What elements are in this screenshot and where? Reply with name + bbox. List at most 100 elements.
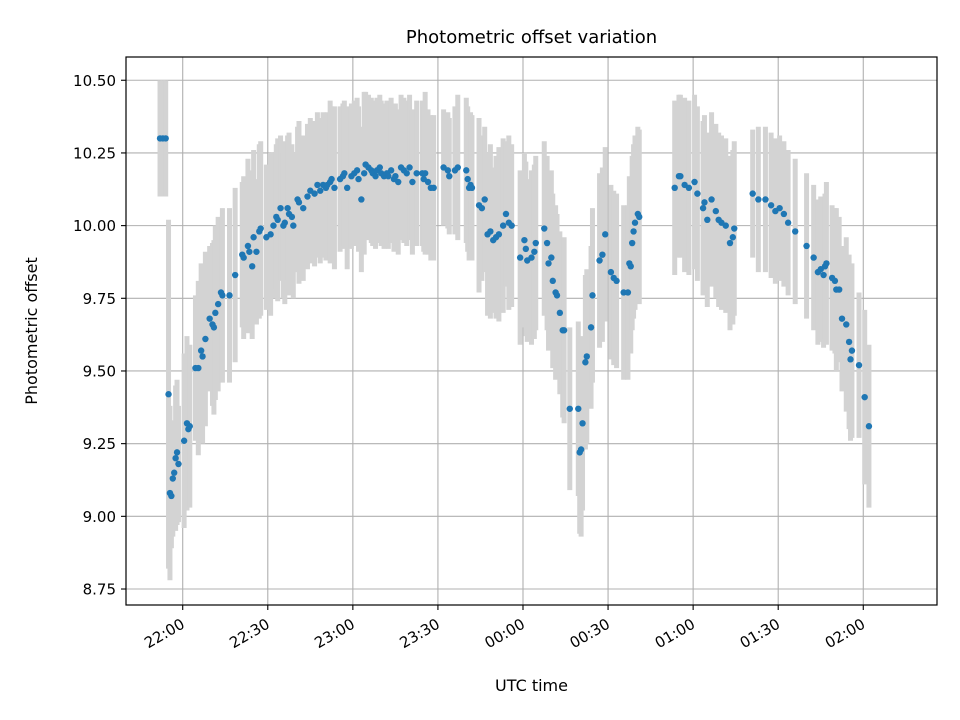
data-point	[413, 170, 420, 177]
data-point	[708, 196, 715, 203]
data-point	[583, 353, 590, 360]
y-tick-label: 8.75	[83, 581, 116, 599]
data-point	[284, 204, 291, 212]
y-axis-label: Photometric offset	[22, 257, 41, 405]
data-point	[403, 170, 410, 177]
data-point	[487, 228, 494, 235]
data-point	[810, 254, 817, 261]
data-point	[387, 167, 395, 174]
data-point	[343, 184, 351, 192]
data-point	[195, 364, 202, 372]
data-point	[516, 254, 524, 261]
data-point	[250, 234, 257, 241]
data-point	[831, 277, 839, 285]
data-point	[545, 260, 552, 267]
data-point	[691, 178, 698, 186]
data-point	[596, 257, 603, 264]
data-point	[464, 175, 471, 183]
data-point	[671, 184, 678, 192]
data-point	[172, 454, 179, 462]
data-point	[454, 164, 461, 171]
data-point	[575, 405, 582, 412]
data-point	[731, 225, 738, 232]
data-point	[820, 271, 827, 279]
data-point	[823, 260, 830, 267]
data-point	[162, 135, 169, 142]
data-point	[295, 199, 303, 206]
data-point	[729, 234, 737, 241]
data-point	[202, 335, 209, 343]
data-point	[613, 277, 620, 285]
data-point	[843, 321, 850, 328]
data-point	[521, 236, 528, 244]
data-point	[587, 324, 595, 331]
data-point	[171, 469, 178, 476]
data-point	[206, 315, 213, 322]
data-point	[532, 239, 539, 247]
data-point	[847, 356, 854, 363]
data-point	[392, 172, 399, 180]
data-point	[630, 228, 637, 235]
data-point	[231, 271, 239, 279]
data-point	[240, 254, 247, 261]
data-point	[300, 204, 307, 212]
y-tick-label: 9.75	[83, 290, 116, 308]
data-point	[531, 248, 538, 255]
data-point	[699, 204, 707, 212]
data-point	[528, 254, 535, 261]
data-point	[421, 170, 429, 177]
data-point	[631, 219, 639, 226]
data-point	[341, 170, 348, 177]
data-point	[803, 242, 810, 250]
data-point	[685, 184, 693, 192]
data-point	[360, 170, 368, 177]
data-point	[845, 338, 853, 346]
data-point	[395, 178, 402, 186]
chart-title: Photometric offset variation	[406, 27, 657, 48]
data-point	[212, 309, 219, 317]
data-point	[288, 213, 296, 221]
data-point	[175, 460, 182, 468]
data-point	[304, 193, 311, 200]
data-point	[848, 347, 856, 354]
data-point	[548, 254, 555, 261]
data-point	[267, 231, 274, 238]
data-point	[478, 204, 486, 212]
data-point	[627, 263, 634, 270]
data-point	[328, 175, 335, 183]
data-point	[589, 292, 596, 299]
data-point	[199, 353, 206, 360]
data-point	[543, 239, 551, 247]
data-point	[372, 172, 379, 180]
data-point	[219, 292, 226, 299]
data-point	[331, 184, 338, 192]
y-tick-label: 9.25	[83, 435, 116, 453]
data-point	[861, 393, 868, 401]
data-point	[226, 292, 233, 299]
data-point	[430, 184, 437, 192]
data-point	[246, 248, 253, 255]
data-point	[446, 172, 453, 180]
data-point	[376, 164, 383, 171]
y-tick-label: 10.25	[73, 144, 116, 162]
data-point	[784, 219, 792, 226]
data-point	[180, 437, 188, 444]
data-point	[463, 167, 470, 174]
data-point	[855, 361, 863, 369]
data-point	[508, 222, 515, 229]
data-point	[704, 216, 711, 224]
data-point	[599, 251, 606, 258]
data-point	[311, 190, 318, 197]
plot-frame	[125, 56, 938, 606]
data-point	[502, 210, 510, 218]
data-point	[776, 204, 783, 212]
data-point	[726, 239, 734, 247]
data-point	[424, 178, 432, 186]
data-point	[409, 178, 416, 186]
data-point	[317, 187, 324, 194]
data-point	[353, 167, 361, 174]
data-point	[549, 277, 556, 285]
data-point	[314, 181, 321, 189]
data-point	[560, 327, 568, 334]
